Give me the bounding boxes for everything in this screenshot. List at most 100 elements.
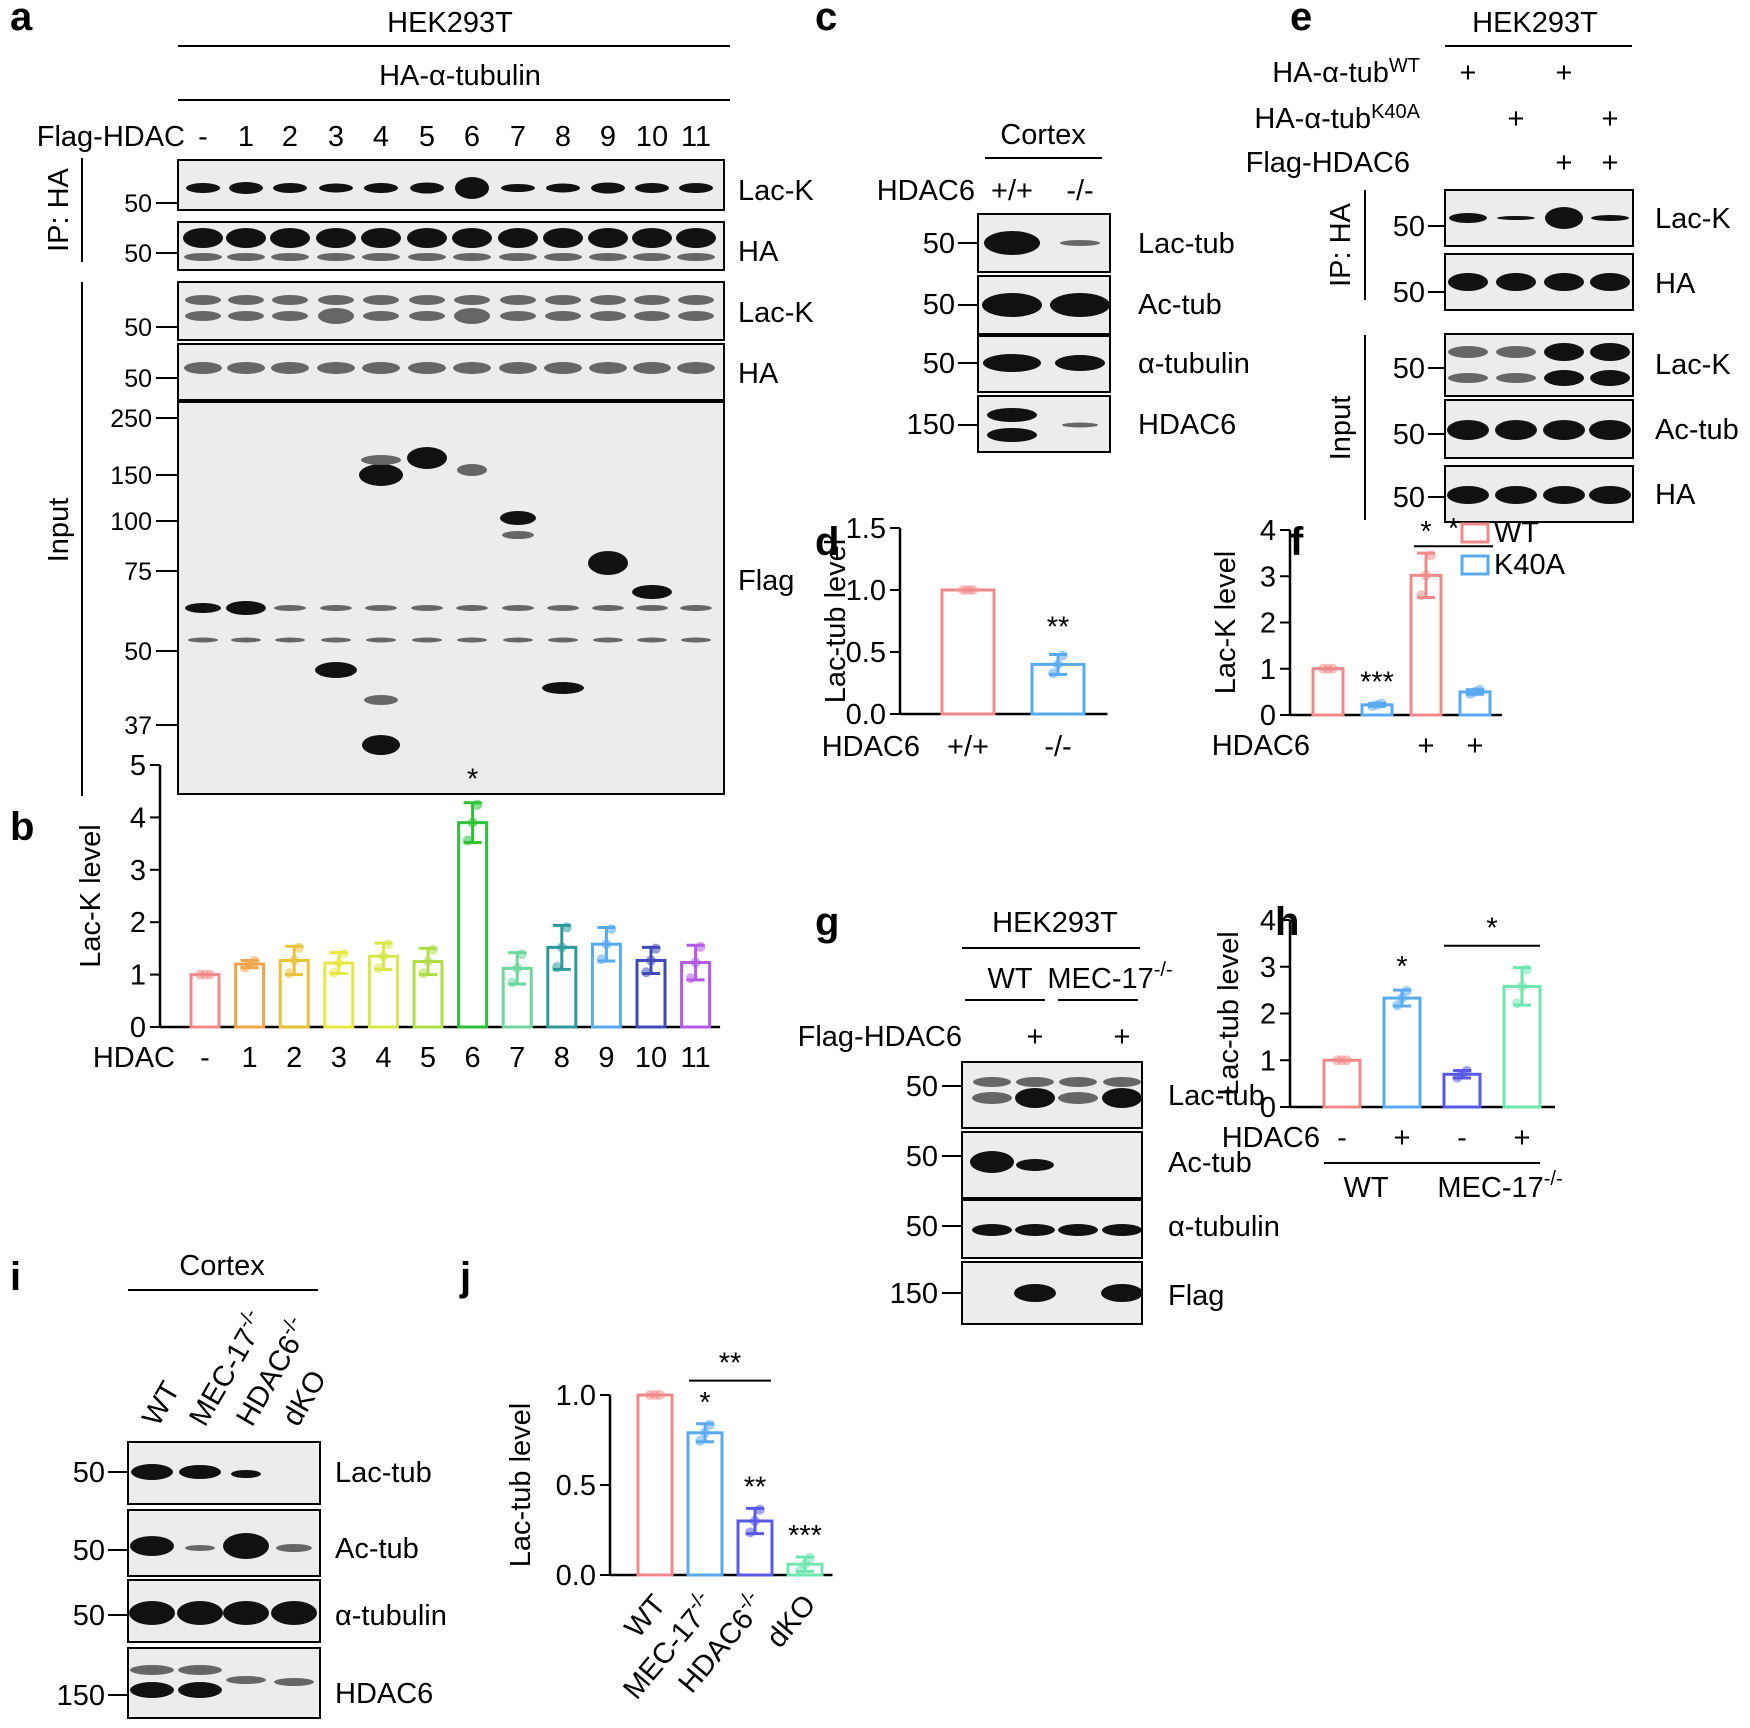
blot-band <box>226 601 266 615</box>
blot-band <box>543 228 583 248</box>
blot-band <box>453 362 491 374</box>
bar <box>457 821 489 1029</box>
e-blot-lack-input <box>1444 333 1634 397</box>
y-tick-label: 0 <box>1260 1092 1276 1124</box>
data-point <box>373 963 384 974</box>
i-mw: 50 <box>73 1600 105 1632</box>
y-tick-label: 2 <box>130 907 146 939</box>
x-axis-label: HDAC6 <box>1212 730 1310 762</box>
blot-band <box>1055 355 1105 371</box>
blot-band <box>590 311 626 321</box>
g-mark: + <box>1114 1021 1131 1053</box>
e-mw: 50 <box>1393 482 1425 514</box>
blot-band <box>129 1601 175 1625</box>
data-point <box>750 1516 760 1526</box>
blot-band <box>678 295 714 305</box>
blot-band <box>410 182 444 194</box>
i-mw: 50 <box>73 1457 105 1489</box>
blot-band <box>632 228 672 248</box>
blot-band <box>320 605 352 611</box>
blot-band <box>499 362 537 374</box>
data-point <box>1474 684 1485 695</box>
blot-band <box>186 183 220 193</box>
y-axis-label: Lac-K level <box>1210 551 1242 694</box>
data-point <box>685 973 696 984</box>
e-mark: + <box>1508 103 1525 135</box>
e-mark: + <box>1556 57 1573 89</box>
group-label-text: MEC-17 <box>1437 1172 1543 1204</box>
data-point <box>1327 663 1338 674</box>
blot-band <box>361 228 401 248</box>
blot-band <box>633 362 671 374</box>
blot-band <box>272 295 308 305</box>
blot-band <box>453 253 491 261</box>
blot-band <box>321 637 351 643</box>
y-tick-label: 4 <box>1260 515 1276 547</box>
blot-band <box>177 1601 223 1625</box>
blot-band <box>1496 346 1536 358</box>
data-point <box>552 962 562 973</box>
blot-band <box>412 637 442 643</box>
x-tick-label-text: dKO <box>761 1589 823 1654</box>
blot-band <box>1545 207 1583 229</box>
blot-band <box>548 637 578 643</box>
data-point <box>383 939 394 950</box>
y-axis-label: Lac-tub level <box>820 539 852 703</box>
blot-band <box>1589 420 1631 440</box>
y-tick-label: 1 <box>1260 654 1276 686</box>
blot-band <box>272 311 308 321</box>
g-blot-label: Ac-tub <box>1168 1147 1252 1179</box>
a-blot-lack-ip <box>177 159 725 211</box>
a-lane-label: 8 <box>555 121 571 153</box>
y-tick-label: 3 <box>130 855 146 887</box>
panel-label-c: c <box>815 0 837 39</box>
blot-band <box>544 362 582 374</box>
blot-band <box>1062 422 1098 428</box>
g-mw: 50 <box>906 1141 938 1173</box>
blot-band <box>184 362 222 374</box>
blot-band <box>1447 420 1489 440</box>
blot-band <box>184 253 222 261</box>
data-point <box>601 939 612 950</box>
a-mw: 100 <box>110 508 152 536</box>
group-label-sup: -/- <box>1544 1168 1563 1190</box>
data-point <box>294 942 304 953</box>
g-blot-label: Flag <box>1168 1280 1224 1312</box>
i-bands <box>129 1464 317 1698</box>
y-tick-label: 1.5 <box>846 513 886 545</box>
i-lane-labels: WT MEC-17-/- HDAC6-/- dKO <box>136 1305 333 1431</box>
blot-band <box>318 308 354 324</box>
x-tick-label: - <box>1457 1122 1467 1154</box>
x-tick-label: + <box>1418 730 1435 762</box>
data-point <box>1416 590 1427 601</box>
blot-band <box>130 1665 174 1675</box>
blot-band <box>227 253 265 261</box>
e-ip-label: IP: HA <box>1325 202 1357 286</box>
a-blot-label: Flag <box>738 565 794 597</box>
blot-band <box>636 605 668 611</box>
blot-band <box>409 311 445 321</box>
a-lane-label: 5 <box>419 121 435 153</box>
a-lane-label: 4 <box>373 121 389 153</box>
data-point <box>690 957 701 968</box>
blot-band <box>273 183 307 193</box>
a-lane-label: 7 <box>510 121 526 153</box>
blot-band <box>407 228 447 248</box>
blot-band <box>1544 370 1584 386</box>
y-tick-label: 1.0 <box>846 575 886 607</box>
blot-band <box>502 605 534 611</box>
blot-band <box>588 228 628 248</box>
data-point <box>249 955 260 966</box>
blot-band <box>632 585 672 599</box>
bar <box>189 973 221 1029</box>
e-blot-label: HA <box>1655 479 1696 511</box>
blot-band <box>271 253 309 261</box>
blot-band <box>588 551 628 575</box>
data-point <box>561 922 572 933</box>
i-blot-label: Lac-tub <box>335 1457 432 1489</box>
a-lane-label: 6 <box>464 121 480 153</box>
significance-mark: * <box>1396 951 1407 983</box>
c-mw: 50 <box>923 348 955 380</box>
